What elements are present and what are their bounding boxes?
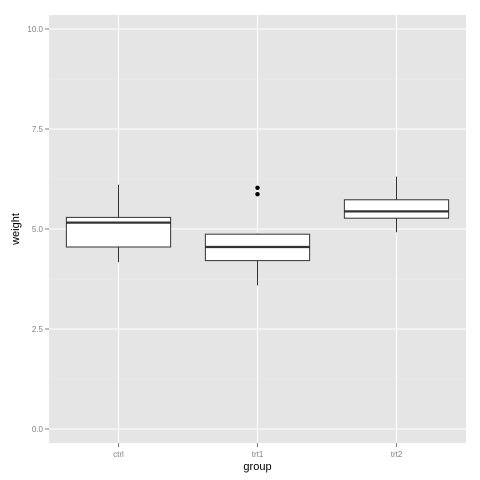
y-axis-ticks: 0.0 2.5 5.0 7.5 10.0	[27, 25, 49, 434]
outlier-point	[255, 185, 260, 190]
box-ctrl	[65, 184, 172, 263]
y-axis-title: weight	[10, 213, 22, 246]
box-trt1	[204, 185, 311, 286]
y-tick-label: 7.5	[32, 125, 44, 134]
y-tick-label: 5.0	[32, 225, 44, 234]
box-trt2	[343, 176, 450, 233]
y-tick-label: 0.0	[32, 425, 44, 434]
x-tick-label: ctrl	[113, 450, 124, 459]
box-series	[65, 176, 450, 286]
x-axis-title: group	[243, 461, 271, 473]
box-iqr	[343, 199, 450, 219]
x-tick-label: trt2	[391, 450, 403, 459]
x-axis-ticks: ctrl trt1 trt2	[113, 443, 403, 459]
outlier-point	[255, 192, 260, 197]
x-tick-label: trt1	[252, 450, 264, 459]
y-tick-label: 10.0	[27, 25, 43, 34]
y-tick-label: 2.5	[32, 325, 44, 334]
